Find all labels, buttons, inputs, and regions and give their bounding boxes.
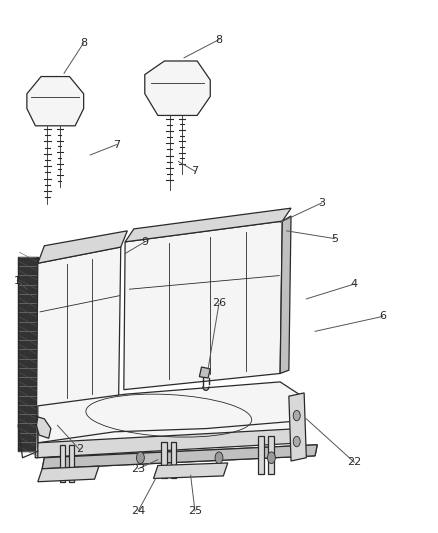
Polygon shape bbox=[145, 61, 210, 116]
Polygon shape bbox=[35, 417, 38, 458]
Circle shape bbox=[293, 437, 300, 447]
Circle shape bbox=[215, 452, 223, 464]
Polygon shape bbox=[36, 399, 300, 445]
Text: 22: 22 bbox=[347, 457, 361, 467]
Polygon shape bbox=[199, 367, 210, 378]
Text: 25: 25 bbox=[188, 506, 202, 516]
Text: 3: 3 bbox=[318, 198, 325, 208]
Text: 23: 23 bbox=[131, 464, 145, 474]
Circle shape bbox=[137, 452, 145, 464]
Text: 26: 26 bbox=[212, 298, 226, 309]
Polygon shape bbox=[38, 231, 127, 263]
Text: 8: 8 bbox=[215, 35, 223, 45]
Polygon shape bbox=[171, 441, 176, 479]
Polygon shape bbox=[153, 463, 228, 479]
Polygon shape bbox=[36, 429, 302, 458]
Polygon shape bbox=[36, 417, 51, 438]
Text: 5: 5 bbox=[331, 233, 338, 244]
Text: 2: 2 bbox=[76, 445, 83, 454]
Circle shape bbox=[268, 452, 276, 464]
Text: 8: 8 bbox=[80, 38, 87, 48]
Polygon shape bbox=[69, 445, 74, 482]
Polygon shape bbox=[36, 247, 121, 417]
Polygon shape bbox=[258, 437, 265, 474]
Polygon shape bbox=[38, 382, 302, 443]
Polygon shape bbox=[268, 437, 274, 474]
Polygon shape bbox=[42, 445, 317, 469]
Polygon shape bbox=[18, 257, 38, 451]
Text: 9: 9 bbox=[141, 237, 148, 247]
Polygon shape bbox=[280, 216, 291, 374]
Text: 7: 7 bbox=[113, 140, 120, 150]
Polygon shape bbox=[289, 393, 306, 461]
Circle shape bbox=[293, 410, 300, 421]
Text: 6: 6 bbox=[379, 311, 386, 321]
Polygon shape bbox=[125, 208, 291, 242]
Polygon shape bbox=[27, 77, 84, 126]
Polygon shape bbox=[124, 221, 283, 390]
Polygon shape bbox=[38, 466, 99, 482]
Polygon shape bbox=[42, 445, 317, 469]
Polygon shape bbox=[60, 445, 65, 482]
Text: 7: 7 bbox=[191, 166, 198, 176]
Text: 4: 4 bbox=[351, 279, 358, 289]
Text: 24: 24 bbox=[131, 506, 145, 516]
Polygon shape bbox=[161, 441, 166, 479]
Text: 1: 1 bbox=[14, 276, 21, 286]
